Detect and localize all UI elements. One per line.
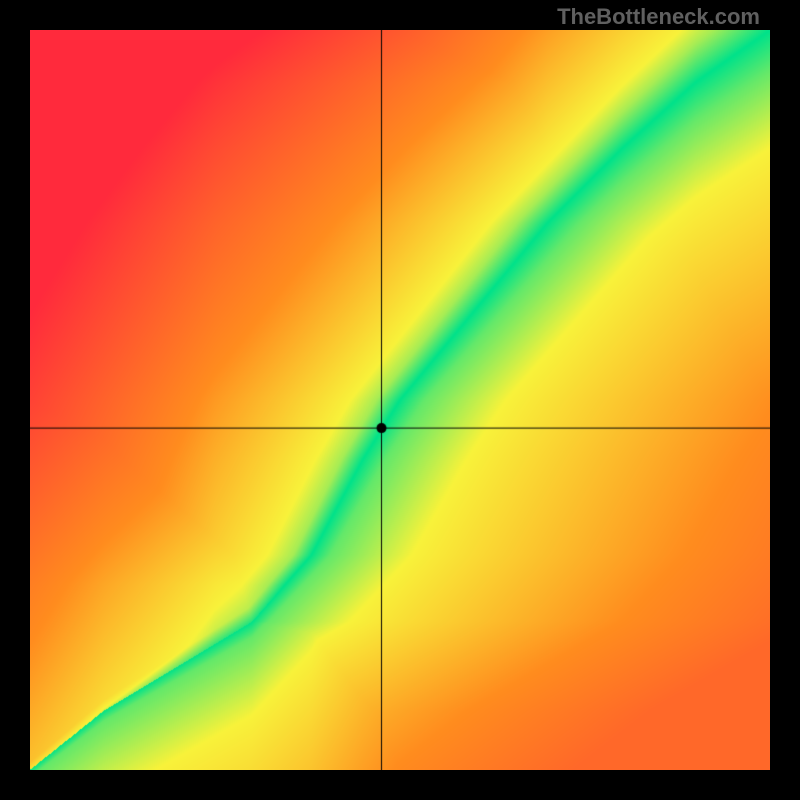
heatmap-plot bbox=[30, 30, 770, 770]
watermark-text: TheBottleneck.com bbox=[557, 4, 760, 30]
heatmap-canvas bbox=[30, 30, 770, 770]
